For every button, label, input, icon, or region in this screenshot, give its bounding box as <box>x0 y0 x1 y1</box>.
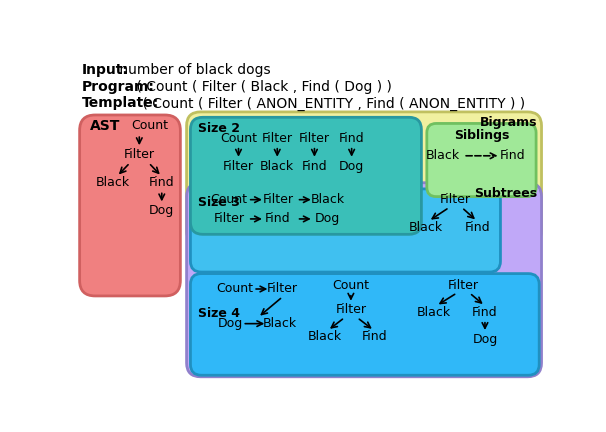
Text: AST: AST <box>90 119 120 133</box>
FancyBboxPatch shape <box>187 112 542 245</box>
FancyBboxPatch shape <box>79 115 181 296</box>
Text: Program:: Program: <box>82 79 155 94</box>
Text: Filter: Filter <box>124 148 155 161</box>
Text: Dog: Dog <box>315 213 340 226</box>
Text: Size 4: Size 4 <box>198 307 240 320</box>
FancyBboxPatch shape <box>190 118 421 234</box>
Text: Dog: Dog <box>218 317 244 330</box>
Text: number of black dogs: number of black dogs <box>115 63 271 76</box>
Text: Bigrams: Bigrams <box>480 116 538 129</box>
Text: Count: Count <box>211 193 248 206</box>
Text: Size 3: Size 3 <box>198 196 240 209</box>
Text: Subtrees: Subtrees <box>474 187 538 200</box>
Text: Black: Black <box>425 149 459 162</box>
Text: Filter: Filter <box>335 303 367 316</box>
Text: Filter: Filter <box>223 160 254 173</box>
Text: Black: Black <box>262 317 297 330</box>
Text: Black: Black <box>310 193 345 206</box>
Text: Find: Find <box>265 213 291 226</box>
Text: Black: Black <box>96 176 130 189</box>
Text: Filter: Filter <box>299 132 330 145</box>
Text: Dog: Dog <box>472 333 498 346</box>
Text: Filter: Filter <box>440 193 471 206</box>
Text: Filter: Filter <box>262 132 293 145</box>
Text: Filter: Filter <box>267 283 298 295</box>
FancyBboxPatch shape <box>187 183 542 377</box>
Text: Find: Find <box>464 221 490 234</box>
Text: Count: Count <box>332 279 370 292</box>
FancyBboxPatch shape <box>190 273 539 375</box>
Text: Dog: Dog <box>149 204 175 217</box>
FancyBboxPatch shape <box>190 189 501 272</box>
Text: Size 2: Size 2 <box>198 122 240 135</box>
Text: Filter: Filter <box>262 193 293 206</box>
Text: Siblings: Siblings <box>454 128 510 142</box>
Text: Black: Black <box>409 221 443 234</box>
Text: Dog: Dog <box>339 160 364 173</box>
Text: Count: Count <box>216 283 253 295</box>
Text: Find: Find <box>302 160 327 173</box>
Text: Black: Black <box>308 330 342 343</box>
FancyBboxPatch shape <box>427 124 536 197</box>
Text: Find: Find <box>472 305 498 319</box>
Text: Find: Find <box>499 149 525 162</box>
Text: Count: Count <box>132 119 168 132</box>
Text: Count: Count <box>220 132 257 145</box>
Text: Black: Black <box>260 160 295 173</box>
Text: ( Count ( Filter ( ANON_ENTITY , Find ( ANON_ENTITY ) ): ( Count ( Filter ( ANON_ENTITY , Find ( … <box>138 96 525 111</box>
Text: Black: Black <box>417 305 451 319</box>
Text: Filter: Filter <box>214 213 245 226</box>
Text: Filter: Filter <box>448 279 479 292</box>
Text: Find: Find <box>149 176 175 189</box>
Text: Input:: Input: <box>82 63 129 76</box>
Text: Template:: Template: <box>82 96 159 111</box>
Text: ( Count ( Filter ( Black , Find ( Dog ) ): ( Count ( Filter ( Black , Find ( Dog ) … <box>132 79 392 94</box>
Text: Find: Find <box>361 330 387 343</box>
Text: Find: Find <box>339 132 364 145</box>
